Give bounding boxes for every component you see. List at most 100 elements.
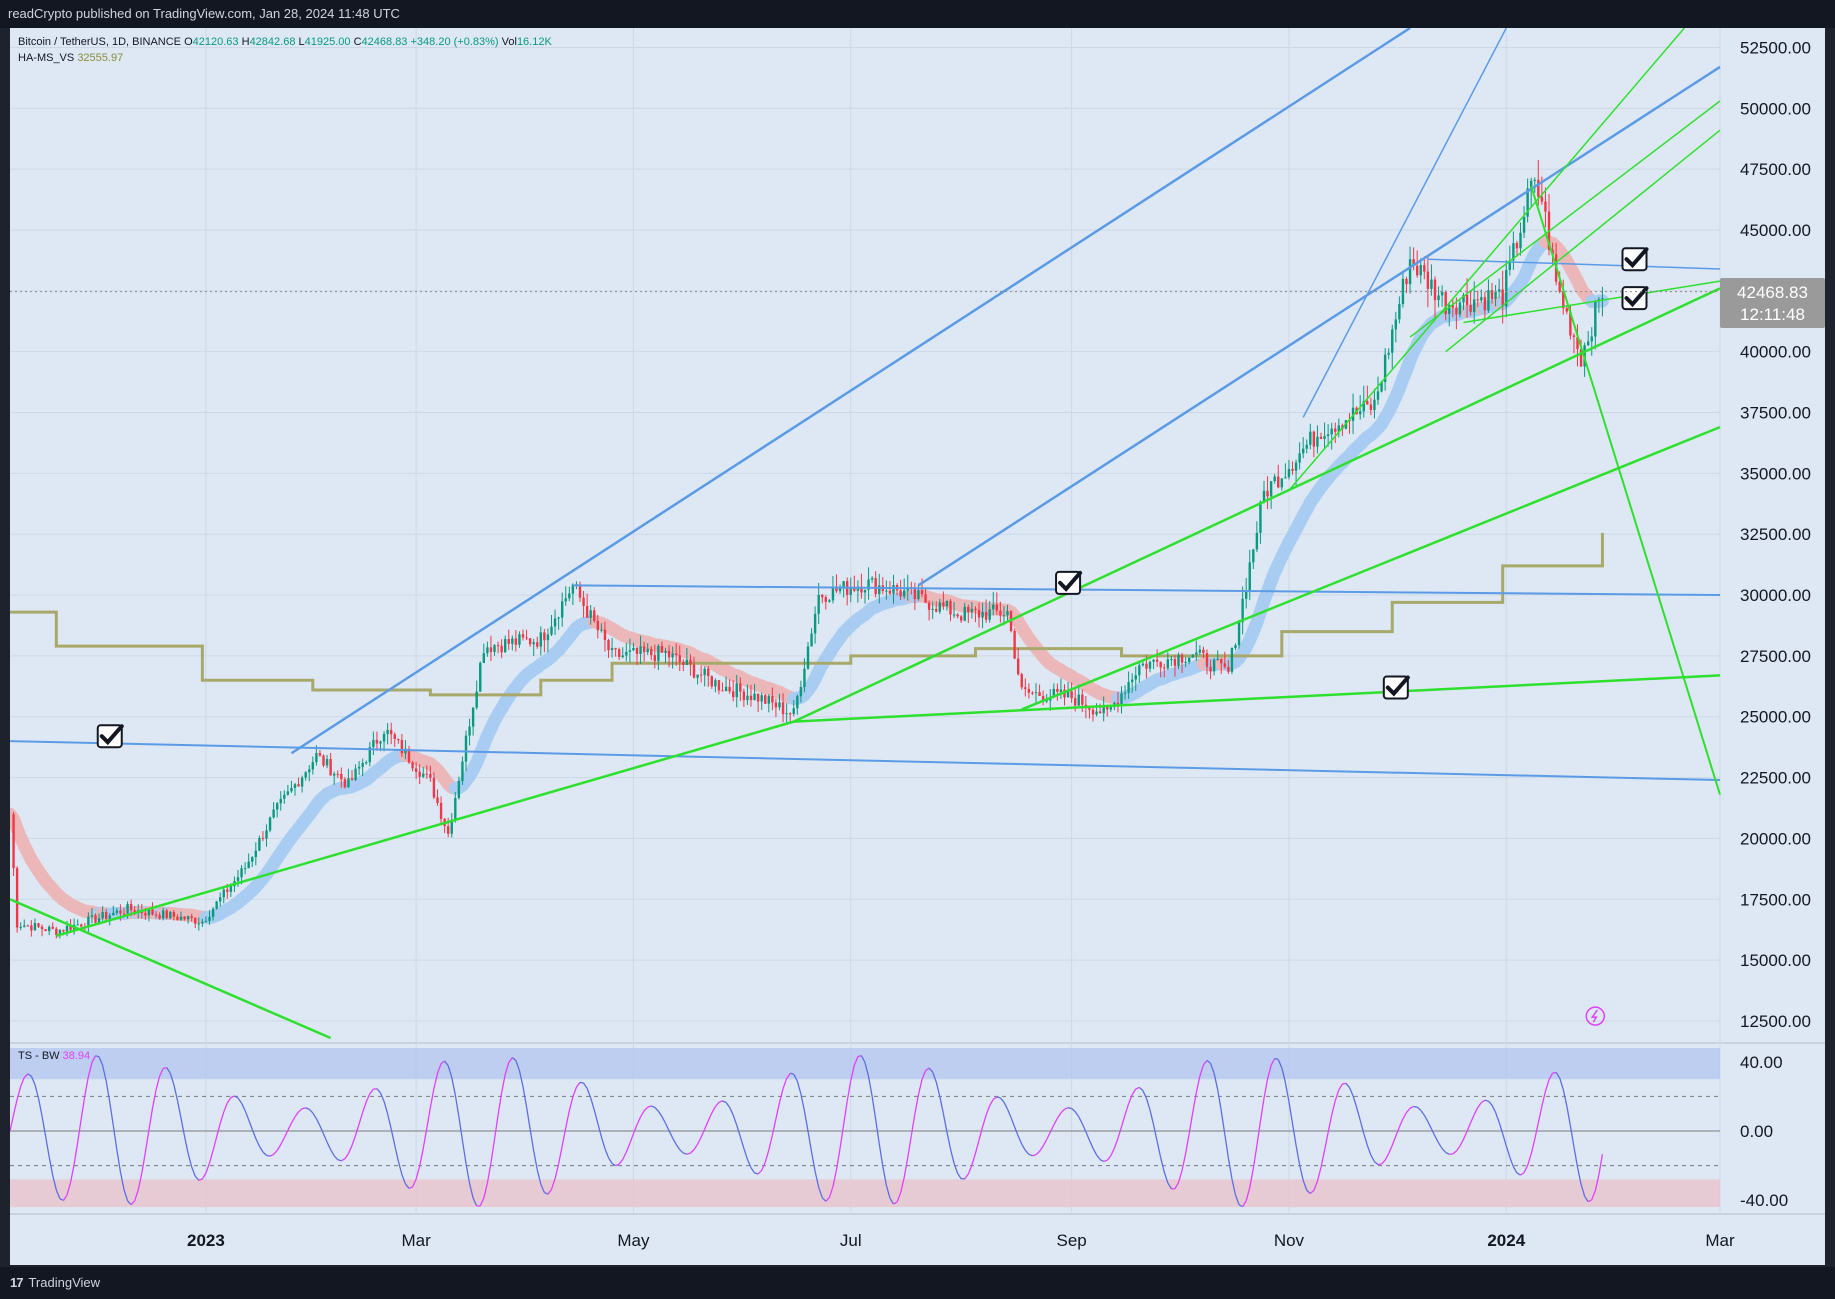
oscillator-line <box>1124 1103 1130 1116</box>
oscillator-line <box>1594 1174 1600 1191</box>
oscillator-line <box>490 1139 496 1164</box>
y-tick-label: 47500.00 <box>1740 160 1811 179</box>
candle-body <box>521 634 525 638</box>
candle-body <box>382 734 386 742</box>
candle-body <box>1430 279 1433 289</box>
oscillator-line <box>66 1182 72 1196</box>
oscillator-line <box>1256 1121 1262 1146</box>
alert-icon-bolt <box>1590 1009 1598 1023</box>
candle-body <box>165 910 168 919</box>
candle-body <box>767 696 771 704</box>
oscillator-line <box>750 1167 756 1174</box>
candle-body <box>1045 700 1048 702</box>
oscillator-line <box>48 1156 54 1176</box>
oscillator-line <box>212 1136 218 1151</box>
oscillator-line <box>419 1148 424 1167</box>
candle-body <box>1027 688 1031 693</box>
candle-body <box>386 729 389 735</box>
oscillator-line <box>1249 1168 1254 1188</box>
oscillator-line <box>1113 1138 1119 1149</box>
candle-body <box>1476 299 1479 301</box>
candle-body <box>1326 434 1330 436</box>
oscillator-line <box>273 1149 278 1155</box>
candle-body <box>1145 663 1148 669</box>
oscillator-line <box>651 1105 656 1109</box>
oscillator-line <box>654 1106 659 1112</box>
low-value: 41925.00 <box>304 36 351 48</box>
oscillator-line <box>522 1086 528 1108</box>
candle-body <box>176 916 179 920</box>
oscillator-line <box>276 1144 282 1151</box>
oscillator-line <box>1024 1149 1030 1155</box>
candle-body <box>920 590 924 595</box>
candle-body <box>838 588 842 592</box>
candle-body <box>1166 659 1170 669</box>
oscillator-line <box>283 1130 289 1139</box>
oscillator-line <box>754 1172 759 1175</box>
oscillator-line <box>1003 1101 1009 1110</box>
oscillator-line <box>173 1084 179 1101</box>
oscillator-line <box>486 1162 492 1184</box>
footer-brand: TradingView <box>28 1275 101 1290</box>
x-tick-label: 2024 <box>1487 1231 1525 1250</box>
x-tick-label: Jul <box>840 1231 862 1250</box>
oscillator-line <box>1359 1119 1365 1134</box>
candle-body <box>1077 694 1080 706</box>
oscillator-line <box>119 1171 125 1190</box>
oscillator-line <box>1391 1135 1397 1146</box>
oscillator-line <box>191 1166 196 1177</box>
candle-body <box>471 707 475 727</box>
candle-body <box>853 588 856 591</box>
candle-body <box>603 629 607 641</box>
y-tick-label: 40000.00 <box>1740 343 1811 362</box>
price-chart-svg[interactable]: 52500.0050000.0047500.0045000.0042500.00… <box>10 28 1825 1265</box>
oscillator-line <box>12 1099 18 1115</box>
candle-body <box>771 696 774 703</box>
chart-area[interactable]: BTCUSDT, 1D Bitcoin / TetherUS 52500.005… <box>10 28 1825 1265</box>
oscillator-line <box>761 1161 766 1171</box>
oscillator-line <box>1537 1106 1543 1123</box>
candle-body <box>1490 290 1494 299</box>
candle-body <box>1116 702 1120 706</box>
candle-body <box>215 901 218 909</box>
tradingview-logo[interactable]: 17 TradingView <box>10 1275 100 1290</box>
candle-body <box>429 773 432 778</box>
candle-body <box>1152 659 1155 662</box>
candle-body <box>1398 304 1401 320</box>
oscillator-line <box>1406 1107 1411 1113</box>
candle-body <box>1590 336 1593 342</box>
oscillator-line <box>447 1065 453 1078</box>
candle-body <box>878 585 881 595</box>
oscillator-line <box>583 1082 588 1089</box>
candle-body <box>286 791 290 795</box>
oscillator-line <box>899 1177 905 1194</box>
oscillator-line <box>725 1102 731 1108</box>
candle-body <box>457 781 461 798</box>
oscillator-line <box>1477 1102 1482 1108</box>
oscillator-line <box>1209 1063 1215 1074</box>
oscillator-line <box>426 1107 432 1129</box>
oscillator-line <box>1177 1170 1183 1183</box>
oscillator-line <box>696 1136 702 1145</box>
oscillator-line <box>590 1097 595 1111</box>
oscillator-line <box>337 1159 342 1162</box>
oscillator-line <box>1217 1089 1222 1111</box>
candle-body <box>129 903 133 911</box>
candle-body <box>1102 705 1105 714</box>
candle-body <box>874 578 877 595</box>
candle-body <box>108 915 111 919</box>
oscillator-line <box>1202 1060 1208 1066</box>
candle-body <box>810 633 813 647</box>
oscillator-line <box>362 1101 367 1113</box>
oscillator-line <box>508 1057 513 1063</box>
candle-body <box>1522 216 1526 233</box>
candle-body <box>1362 401 1365 412</box>
oscillator-line <box>1288 1101 1294 1124</box>
candle-body <box>888 590 892 594</box>
oscillator-line <box>1156 1141 1162 1158</box>
candle-body <box>792 708 795 714</box>
oscillator-line <box>301 1107 306 1110</box>
oscillator-line <box>1420 1109 1425 1116</box>
candle-body <box>272 809 275 818</box>
oscillator-line <box>664 1123 670 1131</box>
